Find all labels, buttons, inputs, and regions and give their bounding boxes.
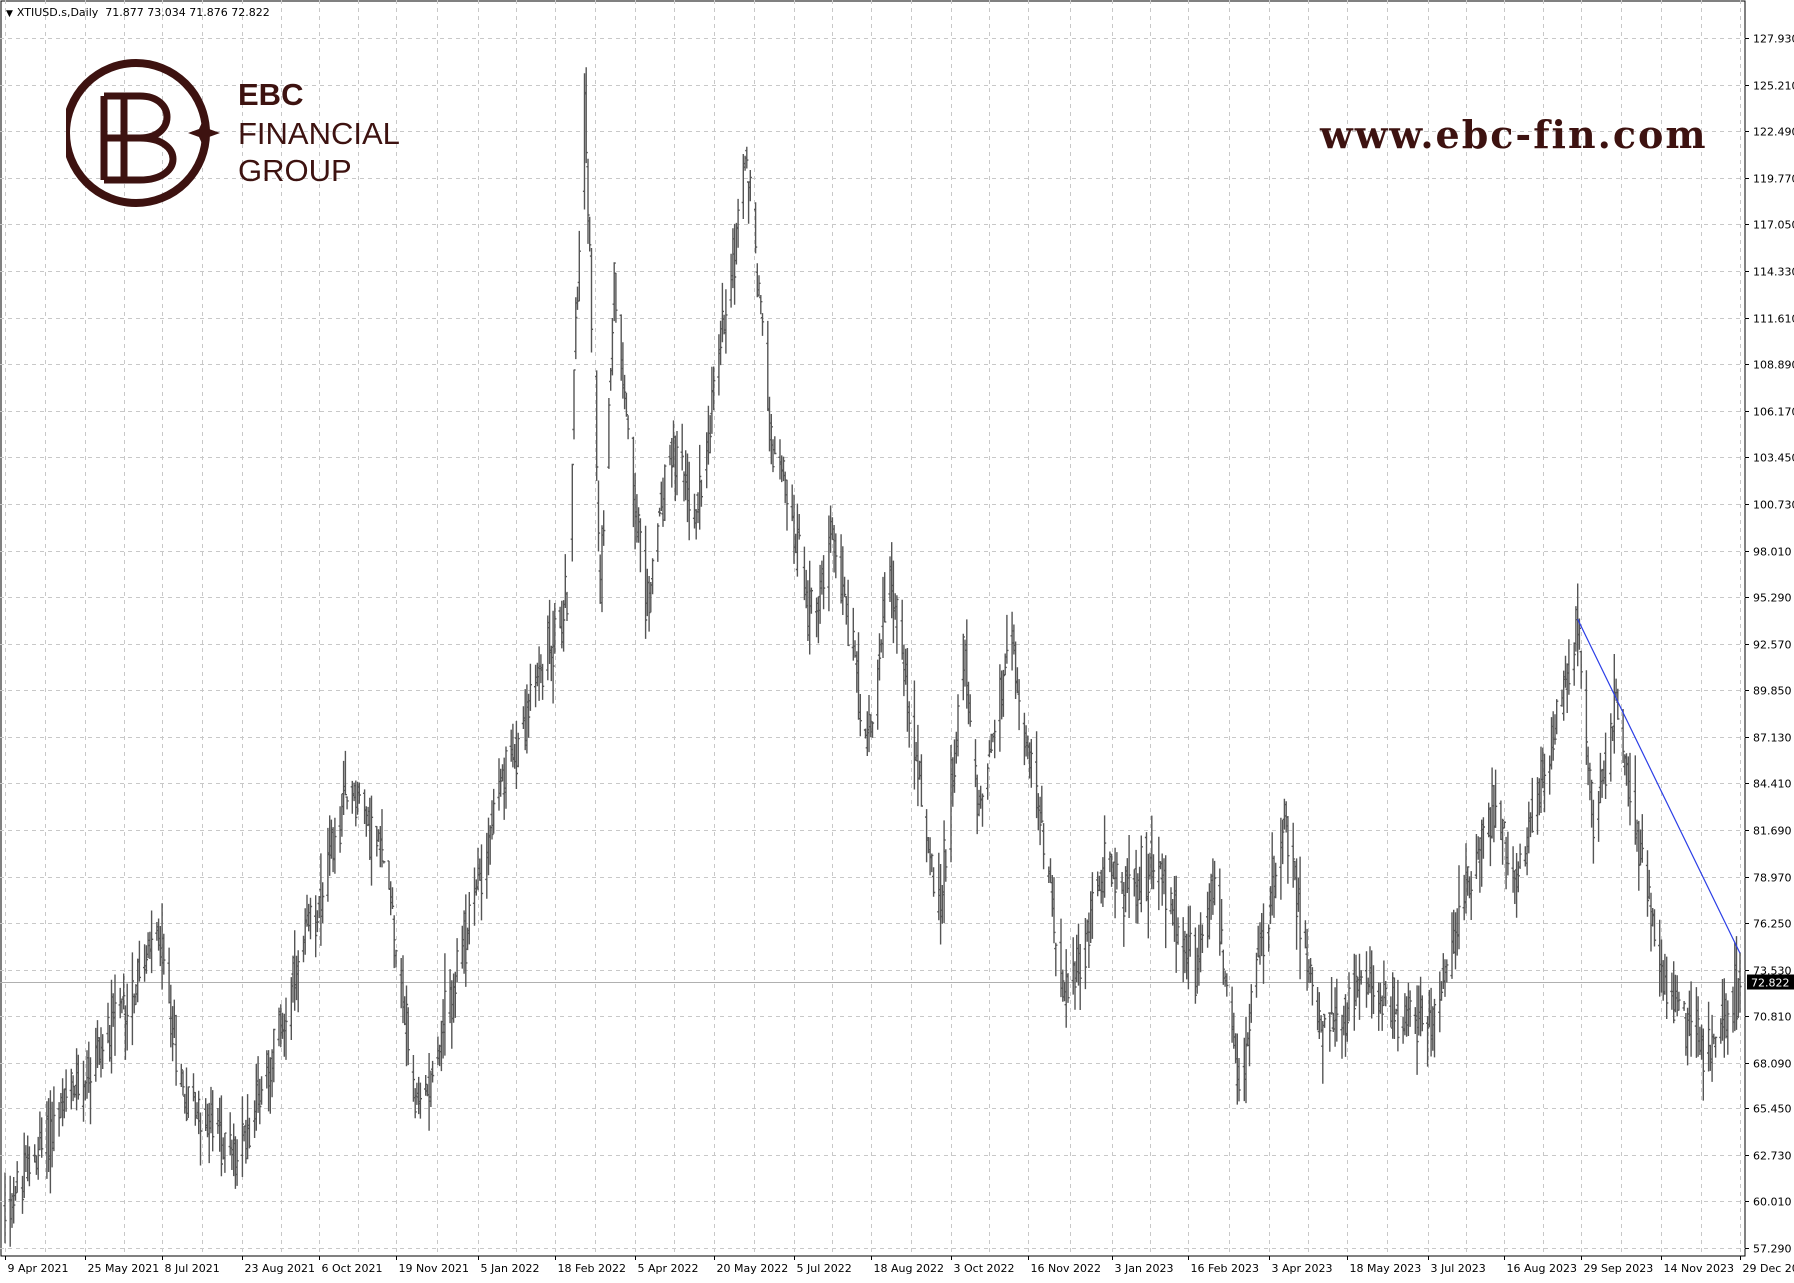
ohlc-bar [611, 318, 614, 375]
collapse-triangle-icon[interactable]: ▼ [6, 9, 13, 19]
ohlc-bar [986, 763, 989, 799]
x-tick-label: 6 Oct 2021 [322, 1262, 383, 1275]
x-tick-label: 23 Aug 2021 [245, 1262, 315, 1275]
ohlc-bar [1396, 980, 1399, 1052]
ohlc-bar [1609, 713, 1612, 781]
y-tick-label: 89.850 [1753, 685, 1792, 698]
x-tick-label: 25 May 2021 [88, 1262, 160, 1275]
y-tick-label: 119.770 [1753, 173, 1794, 186]
ohlc-bar [480, 844, 483, 920]
y-tick-label: 92.570 [1753, 639, 1792, 652]
symbol-name: XTIUSD.s,Daily [17, 6, 98, 19]
ohlc-bar [1438, 972, 1441, 1033]
ohlc-bar [1702, 1029, 1705, 1101]
y-tick-label: 108.890 [1753, 359, 1794, 372]
x-tick-label: 3 Oct 2022 [954, 1262, 1015, 1275]
y-tick-label: 117.050 [1753, 219, 1794, 232]
ohlc-bar [1299, 857, 1302, 980]
x-tick-label: 3 Apr 2023 [1272, 1262, 1333, 1275]
y-tick-label: 103.450 [1753, 452, 1794, 465]
y-tick-label: 62.730 [1753, 1150, 1792, 1163]
x-tick-label: 3 Jul 2023 [1431, 1262, 1486, 1275]
symbol-header: ▼ XTIUSD.s,Daily 71.877 73.034 71.876 72.… [6, 6, 270, 19]
ohlc-bar [597, 481, 600, 552]
x-tick-label: 5 Jan 2022 [481, 1262, 540, 1275]
x-tick-label: 20 May 2022 [717, 1262, 789, 1275]
ebc-logo-mark: EBC FINANCIAL GROUP [66, 58, 426, 208]
y-tick-label: 78.970 [1753, 872, 1792, 885]
x-tick-label: 8 Jul 2021 [165, 1262, 220, 1275]
ohlc-bar [1653, 909, 1656, 946]
ohlc-bar [1005, 615, 1008, 664]
x-tick-label: 9 Apr 2021 [8, 1262, 69, 1275]
x-tick-label: 18 Aug 2022 [874, 1262, 944, 1275]
x-tick-label: 3 Jan 2023 [1115, 1262, 1174, 1275]
ohlc-bar [1054, 943, 1057, 976]
y-tick-label: 127.930 [1753, 33, 1794, 46]
y-tick-label: 98.010 [1753, 546, 1792, 559]
brand-line1: EBC [238, 77, 303, 112]
x-tick-label: 29 Sep 2023 [1584, 1262, 1654, 1275]
current-price-label: 72.822 [1751, 977, 1790, 990]
ohlc-bar [1157, 837, 1160, 910]
ohlc-bar [913, 681, 916, 790]
x-tick-label: 5 Jul 2022 [797, 1262, 852, 1275]
ohlc-bar [627, 415, 630, 439]
ohlc-bar [681, 424, 684, 471]
ohlc-bar [346, 796, 349, 809]
x-tick-label: 18 Feb 2022 [558, 1262, 626, 1275]
brand-line2: FINANCIAL [238, 116, 400, 151]
ohlc-bar [607, 398, 610, 469]
x-tick-label: 29 Dec 2023 [1743, 1262, 1794, 1275]
x-tick-label: 16 Feb 2023 [1191, 1262, 1259, 1275]
ohlc-values: 71.877 73.034 71.876 72.822 [105, 6, 269, 19]
y-tick-label: 114.330 [1753, 266, 1794, 279]
ohlc-bar [473, 868, 476, 926]
ohlc-bar [572, 370, 575, 440]
ohlc-bar [456, 938, 459, 982]
y-tick-label: 57.290 [1753, 1243, 1792, 1256]
ohlc-bar [656, 523, 659, 562]
y-tick-label: 70.810 [1753, 1011, 1792, 1024]
ohlc-bar [3, 1173, 6, 1244]
y-tick-label: 87.130 [1753, 732, 1792, 745]
x-tick-label: 16 Nov 2022 [1031, 1262, 1101, 1275]
y-tick-label: 125.210 [1753, 80, 1794, 93]
y-tick-label: 60.010 [1753, 1196, 1792, 1209]
ohlc-bar [571, 464, 574, 562]
y-tick-label: 111.610 [1753, 313, 1794, 326]
x-tick-label: 5 Apr 2022 [638, 1262, 699, 1275]
watermark-url: www.ebc-fin.com [1320, 112, 1708, 157]
y-tick-label: 76.250 [1753, 918, 1792, 931]
y-tick-label: 84.410 [1753, 778, 1792, 791]
y-tick-label: 68.090 [1753, 1058, 1792, 1071]
ohlc-bars [3, 67, 1741, 1247]
y-tick-label: 81.690 [1753, 825, 1792, 838]
ohlc-bar [590, 248, 593, 353]
x-tick-label: 14 Nov 2023 [1664, 1262, 1734, 1275]
y-tick-label: 106.170 [1753, 406, 1794, 419]
ohlc-bar [759, 295, 762, 314]
ohlc-bar [761, 313, 764, 336]
x-tick-label: 18 May 2023 [1350, 1262, 1422, 1275]
y-tick-label: 100.730 [1753, 499, 1794, 512]
ohlc-bar [1683, 1001, 1686, 1011]
ebc-logo: EBC FINANCIAL GROUP [66, 58, 426, 208]
ohlc-bar [1328, 1012, 1331, 1051]
brand-line3: GROUP [238, 153, 352, 188]
y-tick-label: 95.290 [1753, 592, 1792, 605]
ohlc-bar [199, 1113, 202, 1166]
y-tick-label: 65.450 [1753, 1103, 1792, 1116]
x-tick-label: 19 Nov 2021 [399, 1262, 469, 1275]
ohlc-bar [925, 809, 928, 862]
ohlc-bar [1580, 651, 1583, 689]
y-tick-label: 122.490 [1753, 126, 1794, 139]
x-tick-label: 16 Aug 2023 [1507, 1262, 1577, 1275]
ohlc-bar [1255, 953, 1258, 998]
